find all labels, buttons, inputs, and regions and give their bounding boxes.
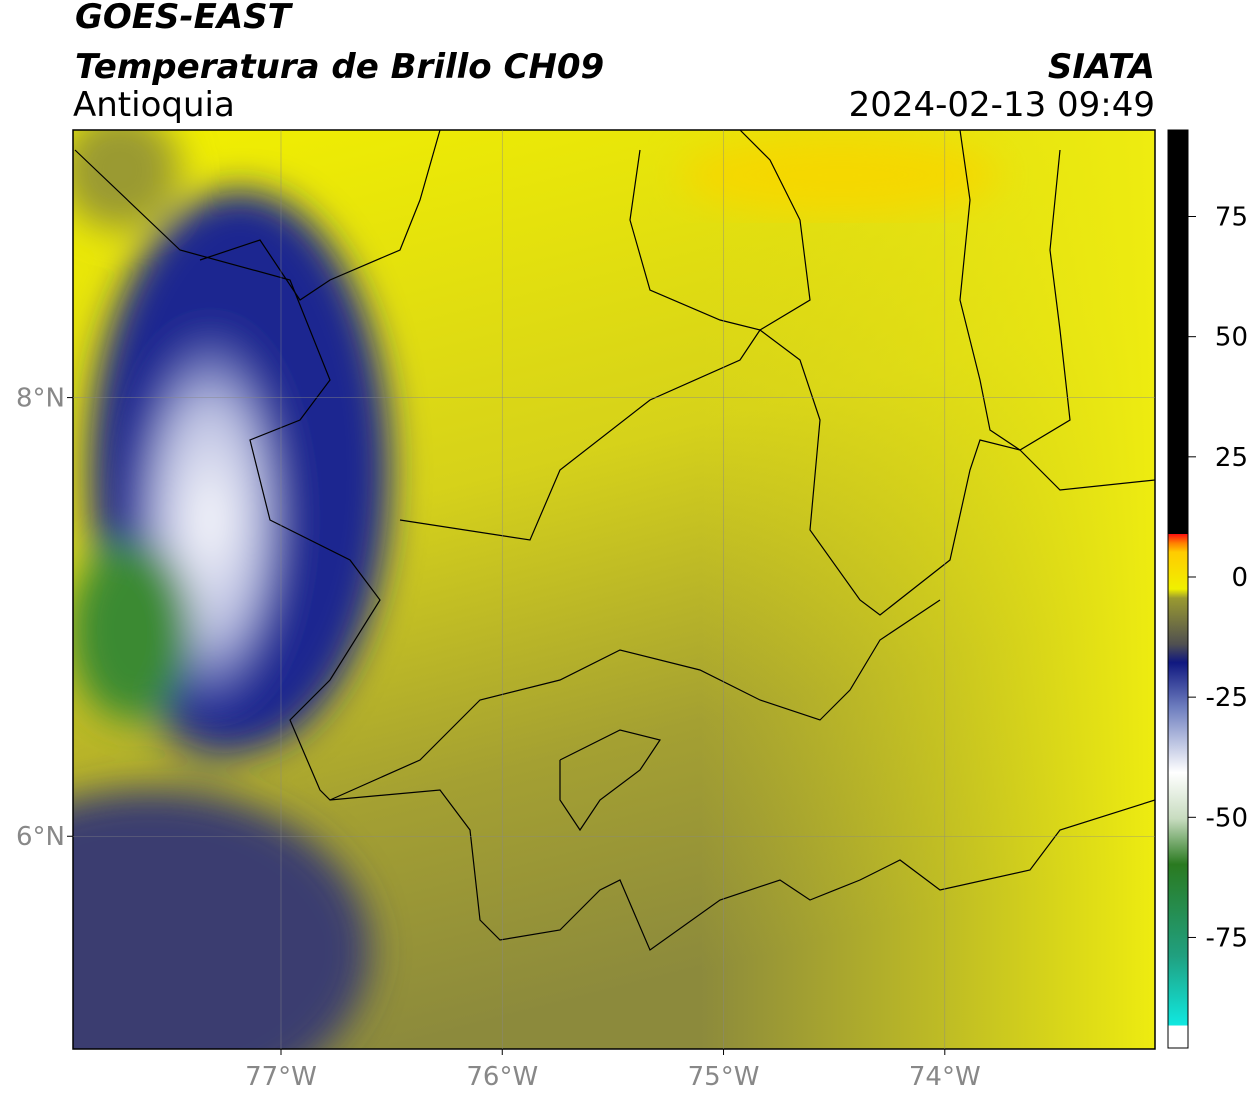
- lon-tick-label: 76°W: [466, 1062, 538, 1092]
- lon-tick-label: 74°W: [909, 1062, 981, 1092]
- colorbar-tick-label: 25: [1215, 443, 1248, 473]
- colorbar-tick-label: -50: [1206, 803, 1248, 833]
- colorbar-tick-label: 0: [1231, 563, 1248, 593]
- lon-tick-label: 75°W: [688, 1062, 760, 1092]
- subtitle: Temperatura de Brillo CH09: [75, 47, 604, 87]
- datetime: 2024-02-13 09:49: [849, 85, 1155, 125]
- map-image: [73, 130, 1155, 1049]
- lon-tick-label: 77°W: [245, 1062, 317, 1092]
- lat-tick-label: 8°N: [16, 384, 65, 414]
- source: SIATA: [1048, 47, 1155, 87]
- colorbar: [1167, 129, 1189, 1049]
- region: Antioquia: [73, 85, 235, 125]
- lat-tick-label: 6°N: [16, 822, 65, 852]
- map-frame: [72, 129, 1156, 1050]
- colorbar-tick-label: -25: [1206, 683, 1248, 713]
- colorbar-tick-label: 75: [1215, 203, 1248, 233]
- colorbar-tick-label: 50: [1215, 323, 1248, 353]
- title: GOES-EAST: [75, 0, 294, 37]
- colorbar-tick-label: -75: [1206, 923, 1248, 953]
